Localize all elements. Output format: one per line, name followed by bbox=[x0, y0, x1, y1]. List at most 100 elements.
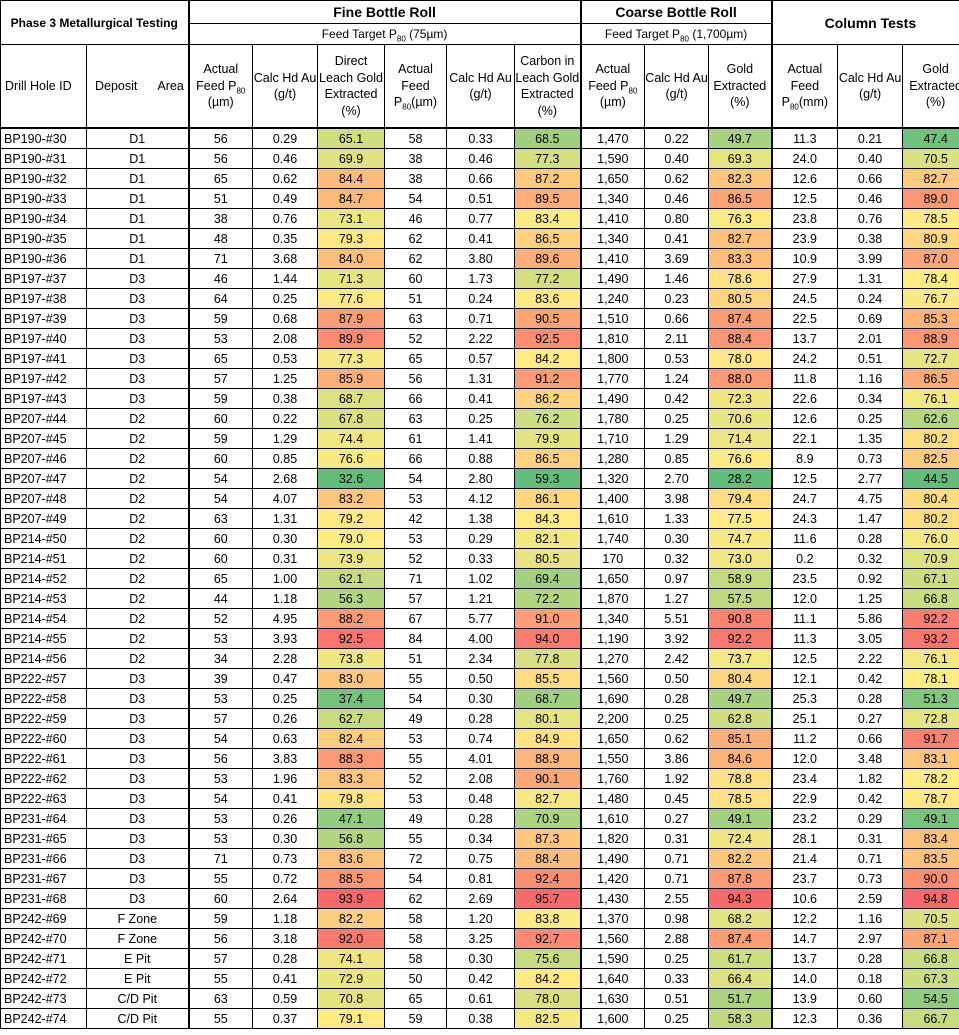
column-calc-hd-cell: 0.28 bbox=[837, 688, 904, 709]
fine-feed-cell: 44 bbox=[187, 588, 254, 609]
coarse-calc-hd-cell: 2.55 bbox=[644, 888, 710, 909]
coarse-gold-extracted-cell: 78.5 bbox=[708, 788, 773, 809]
column-gold-extracted-cell: 44.5 bbox=[902, 468, 959, 489]
drill-hole-id-cell: BP197-#41 bbox=[0, 348, 87, 369]
coarse-gold-extracted-cell: 49.7 bbox=[708, 688, 773, 709]
column-gold-extracted-cell: 72.8 bbox=[902, 708, 959, 729]
deposit-area-cell: E Pit bbox=[85, 968, 190, 989]
coarse-feed-header: Actual Feed P80 (µm) bbox=[579, 44, 646, 129]
direct-leach-extracted-cell: 47.1 bbox=[317, 808, 386, 829]
column-calc-hd-cell: 1.82 bbox=[837, 768, 904, 789]
fine-calc-hd-2-cell: 3.80 bbox=[446, 248, 516, 269]
fine-calc-hd-2-cell: 2.69 bbox=[446, 888, 516, 909]
column-gold-extracted-cell: 92.2 bbox=[902, 608, 959, 629]
column-gold-extracted-cell: 87.0 bbox=[902, 248, 959, 269]
coarse-feed-cell: 1,650 bbox=[579, 728, 646, 749]
coarse-gold-extracted-cell: 80.5 bbox=[708, 288, 773, 309]
column-calc-hd-cell: 0.28 bbox=[837, 528, 904, 549]
column-gold-extracted-cell: 66.7 bbox=[902, 1008, 959, 1029]
fine-calc-hd-cell: 3.93 bbox=[252, 628, 319, 649]
column-feed-cell: 12.2 bbox=[770, 908, 839, 929]
fine-bottle-roll-header: Fine Bottle Roll bbox=[187, 0, 582, 24]
coarse-feed-cell: 1,340 bbox=[579, 228, 646, 249]
drill-hole-id-cell: BP214-#53 bbox=[0, 588, 87, 609]
column-feed-cell: 24.2 bbox=[770, 348, 839, 369]
deposit-area-cell: D1 bbox=[85, 168, 190, 189]
deposit-area-cell: E Pit bbox=[85, 948, 190, 969]
cil-extracted-cell: 82.5 bbox=[514, 1008, 582, 1029]
column-gold-extracted-cell: 85.3 bbox=[902, 308, 959, 329]
deposit-area-cell: D2 bbox=[85, 528, 190, 549]
column-feed-cell: 23.4 bbox=[770, 768, 839, 789]
deposit-area-cell: F Zone bbox=[85, 928, 190, 949]
fine-feed-2-cell: 38 bbox=[384, 148, 448, 169]
fine-calc-hd-2-cell: 1.21 bbox=[446, 588, 516, 609]
coarse-gold-extracted-cell: 74.7 bbox=[708, 528, 773, 549]
fine-calc-hd-2-cell: 1.02 bbox=[446, 568, 516, 589]
column-calc-hd-cell: 1.31 bbox=[837, 268, 904, 289]
fine-feed-cell: 65 bbox=[187, 568, 254, 589]
coarse-feed-cell: 1,710 bbox=[579, 428, 646, 449]
deposit-area-cell: D3 bbox=[85, 728, 190, 749]
column-calc-hd-cell: 0.92 bbox=[837, 568, 904, 589]
coarse-calc-hd-cell: 0.66 bbox=[644, 308, 710, 329]
direct-leach-extracted-cell: 72.9 bbox=[317, 968, 386, 989]
fine-calc-hd-2-cell: 0.28 bbox=[446, 808, 516, 829]
deposit-area-cell: D1 bbox=[85, 148, 190, 169]
coarse-feed-cell: 1,370 bbox=[579, 908, 646, 929]
fine-feed-cell: 63 bbox=[187, 508, 254, 529]
coarse-feed-cell: 170 bbox=[579, 548, 646, 569]
fine-calc-hd-cell: 2.64 bbox=[252, 888, 319, 909]
column-calc-hd-cell: 0.31 bbox=[837, 828, 904, 849]
cil-extracted-cell: 86.5 bbox=[514, 448, 582, 469]
deposit-area-cell: C/D Pit bbox=[85, 988, 190, 1009]
coarse-feed-cell: 1,430 bbox=[579, 888, 646, 909]
column-calc-hd-cell: 0.66 bbox=[837, 168, 904, 189]
fine-calc-hd-2-cell: 0.29 bbox=[446, 528, 516, 549]
column-gold-extracted-cell: 83.5 bbox=[902, 848, 959, 869]
deposit-area-cell: D3 bbox=[85, 788, 190, 809]
fine-feed2-header: Actual Feed P80(µm) bbox=[384, 44, 448, 129]
cil-extracted-cell: 77.8 bbox=[514, 648, 582, 669]
cil-extracted-cell: 89.6 bbox=[514, 248, 582, 269]
fine-calc-hd-cell: 0.62 bbox=[252, 168, 319, 189]
column-feed-cell: 13.7 bbox=[770, 328, 839, 349]
coarse-feed-cell: 1,650 bbox=[579, 168, 646, 189]
fine-calc-hd-cell: 0.73 bbox=[252, 848, 319, 869]
fine-feed-cell: 59 bbox=[187, 908, 254, 929]
deposit-area-cell: D3 bbox=[85, 748, 190, 769]
drill-hole-id-cell: BP214-#56 bbox=[0, 648, 87, 669]
fine-feed-cell: 57 bbox=[187, 948, 254, 969]
drill-hole-id-cell: BP190-#32 bbox=[0, 168, 87, 189]
fine-calc-hd-cell: 1.18 bbox=[252, 588, 319, 609]
coarse-gold-extracted-cell: 49.1 bbox=[708, 808, 773, 829]
coarse-feed-cell: 1,240 bbox=[579, 288, 646, 309]
fine-calc-hd-cell: 1.18 bbox=[252, 908, 319, 929]
fine-calc-hd-2-cell: 0.38 bbox=[446, 1008, 516, 1029]
drill-hole-id-cell: BP242-#69 bbox=[0, 908, 87, 929]
fine-calc-header: Calc Hd Au (g/t) bbox=[252, 44, 319, 129]
column-gold-extracted-cell: 72.7 bbox=[902, 348, 959, 369]
cil-extracted-cell: 88.4 bbox=[514, 848, 582, 869]
drill-hole-id-cell: BP214-#54 bbox=[0, 608, 87, 629]
drill-hole-id-cell: BP214-#50 bbox=[0, 528, 87, 549]
column-feed-cell: 12.1 bbox=[770, 668, 839, 689]
coarse-calc-hd-cell: 0.62 bbox=[644, 168, 710, 189]
deposit-area-cell: D3 bbox=[85, 888, 190, 909]
coarse-feed-cell: 1,470 bbox=[579, 127, 646, 149]
column-feed-cell: 11.3 bbox=[770, 127, 839, 149]
fine-feed-2-cell: 51 bbox=[384, 288, 448, 309]
cil-extracted-cell: 83.6 bbox=[514, 288, 582, 309]
fine-calc-hd-cell: 0.30 bbox=[252, 828, 319, 849]
table-row: BP231-#64 D3 53 0.26 47.1 49 0.28 70.9 1,610 0.27… bbox=[0, 808, 959, 829]
fine-feed-cell: 51 bbox=[187, 188, 254, 209]
fine-calc-hd-2-cell: 1.41 bbox=[446, 428, 516, 449]
deposit-area-cell: D3 bbox=[85, 848, 190, 869]
drill-hole-id-cell: BP190-#36 bbox=[0, 248, 87, 269]
column-calc-hd-cell: 0.38 bbox=[837, 228, 904, 249]
fine-feed-cell: 59 bbox=[187, 308, 254, 329]
table-row: BP231-#65 D3 53 0.30 56.8 55 0.34 87.3 1,820 0.31… bbox=[0, 828, 959, 849]
deposit-area-cell: D3 bbox=[85, 668, 190, 689]
column-gold-extracted-cell: 91.7 bbox=[902, 728, 959, 749]
fine-calc-hd-2-cell: 4.01 bbox=[446, 748, 516, 769]
